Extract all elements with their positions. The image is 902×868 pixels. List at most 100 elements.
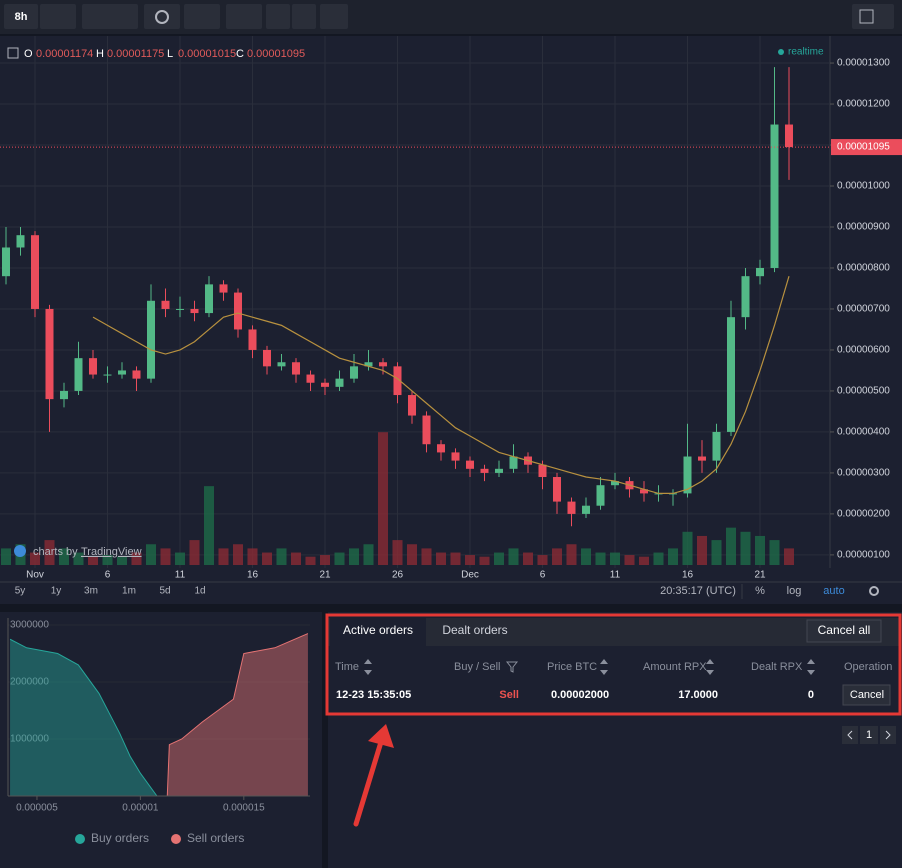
x-tick-label: 16 [247, 570, 259, 581]
x-tick-label: 21 [319, 570, 331, 581]
credit-link[interactable]: TradingView [81, 546, 142, 558]
volume-bar [131, 552, 142, 565]
volume-bar [44, 540, 55, 565]
candle-body [190, 308, 199, 314]
order-amount: 17.0000 [678, 689, 718, 701]
cancel-all-label[interactable]: Cancel all [818, 623, 871, 637]
candle-body [495, 468, 503, 473]
candle-body [234, 292, 242, 330]
volume-bar [204, 486, 214, 565]
legend-toggle[interactable] [7, 47, 19, 59]
candle-body [89, 358, 97, 375]
column-header[interactable]: Buy / Sell [454, 661, 500, 673]
prev-page[interactable] [842, 726, 858, 744]
candle-body [770, 124, 779, 268]
tab[interactable]: Dealt orders [442, 623, 507, 637]
log-toggle[interactable]: log [787, 585, 802, 597]
candle-body [451, 452, 460, 461]
candle-body [538, 464, 547, 478]
column-header[interactable]: Time [335, 661, 359, 673]
volume-bar [117, 556, 127, 565]
column-header: Operation [844, 661, 892, 673]
cancel-label[interactable]: Cancel [850, 689, 884, 701]
chart-type-button[interactable] [82, 4, 138, 29]
candle-body [379, 362, 387, 367]
volume-bar [392, 540, 403, 565]
column-header[interactable]: Price BTC [547, 661, 597, 673]
volume-bar [552, 548, 562, 565]
range-button[interactable]: 5d [159, 586, 170, 597]
depth-panel [0, 612, 322, 868]
y-tick-label: 0.00000700 [837, 304, 890, 315]
volume-bar [450, 552, 461, 565]
price-chart-area [0, 36, 830, 568]
chart-settings[interactable] [869, 586, 879, 596]
x-tick-label: 11 [175, 570, 186, 581]
range-button[interactable]: 3m [84, 586, 98, 597]
volume-bar [102, 555, 113, 565]
page-button[interactable] [860, 726, 878, 744]
legend-label: O [24, 48, 33, 60]
column-header[interactable]: Amount RPX [643, 661, 707, 673]
candle-body [277, 362, 286, 367]
cancel-button[interactable] [842, 684, 891, 706]
volume-bar [73, 552, 84, 565]
undo-button[interactable] [266, 4, 290, 29]
tab-active[interactable] [330, 618, 426, 646]
candle-body [596, 485, 605, 506]
volume-bar [581, 548, 591, 565]
range-button[interactable]: 1y [51, 586, 62, 597]
range-button[interactable]: 1d [194, 586, 205, 597]
volume-bar [276, 548, 287, 565]
next-page[interactable] [880, 726, 896, 744]
volume-bar [189, 540, 200, 565]
depth-line [9, 638, 158, 797]
settings-icon [155, 10, 169, 24]
tv-logo [14, 545, 26, 557]
volume-bar [508, 548, 519, 565]
volume-bar [146, 544, 156, 565]
volume-bar [218, 548, 229, 565]
candle-body [698, 456, 706, 461]
indicators-button[interactable] [184, 4, 220, 29]
date-axis [0, 568, 902, 604]
settings-button[interactable] [144, 4, 180, 29]
candle-body [553, 477, 561, 502]
y-tick-label: 0.00000500 [837, 386, 890, 397]
column-header[interactable]: Dealt RPX [751, 661, 803, 673]
order-price: 0.00002000 [551, 689, 609, 701]
candle-body [292, 362, 300, 375]
tab[interactable]: Active orders [343, 623, 413, 637]
y-tick-label: 0.00001200 [837, 99, 890, 110]
volume-bar [740, 531, 751, 565]
volume-bar [1, 548, 11, 565]
candle-body [437, 444, 445, 453]
x-tick-label: 0.000015 [223, 803, 265, 814]
order-time: 12-23 15:35:05 [336, 689, 411, 701]
auto-toggle[interactable]: auto [823, 585, 844, 597]
volume-bar [668, 548, 678, 565]
filter-icon[interactable] [505, 661, 519, 673]
interval-label[interactable]: 8h [15, 11, 28, 23]
legend-label: L [167, 48, 173, 60]
x-tick-label: 0.000005 [16, 803, 58, 814]
menu-button[interactable] [40, 4, 76, 29]
volume-bar [537, 555, 548, 565]
range-button[interactable]: 5y [15, 586, 26, 597]
redo-button[interactable] [292, 4, 316, 29]
y-tick-label: 0.00000300 [837, 468, 890, 479]
page-number[interactable]: 1 [866, 729, 872, 741]
volume-bar [682, 531, 693, 565]
legend-value: 0.00001174 [36, 48, 93, 60]
layout-icon [859, 9, 874, 24]
fullscreen-button[interactable] [320, 4, 348, 29]
cancel-all-button[interactable] [806, 619, 882, 643]
y-tick-label: 0.00000400 [837, 427, 890, 438]
volume-bar [711, 540, 722, 565]
range-button[interactable]: 1m [122, 586, 136, 597]
volume-bar [305, 556, 316, 565]
candle-body [785, 124, 793, 148]
percent-toggle[interactable]: % [755, 585, 765, 597]
interval-button[interactable] [4, 4, 38, 29]
compare-button[interactable] [226, 4, 262, 29]
